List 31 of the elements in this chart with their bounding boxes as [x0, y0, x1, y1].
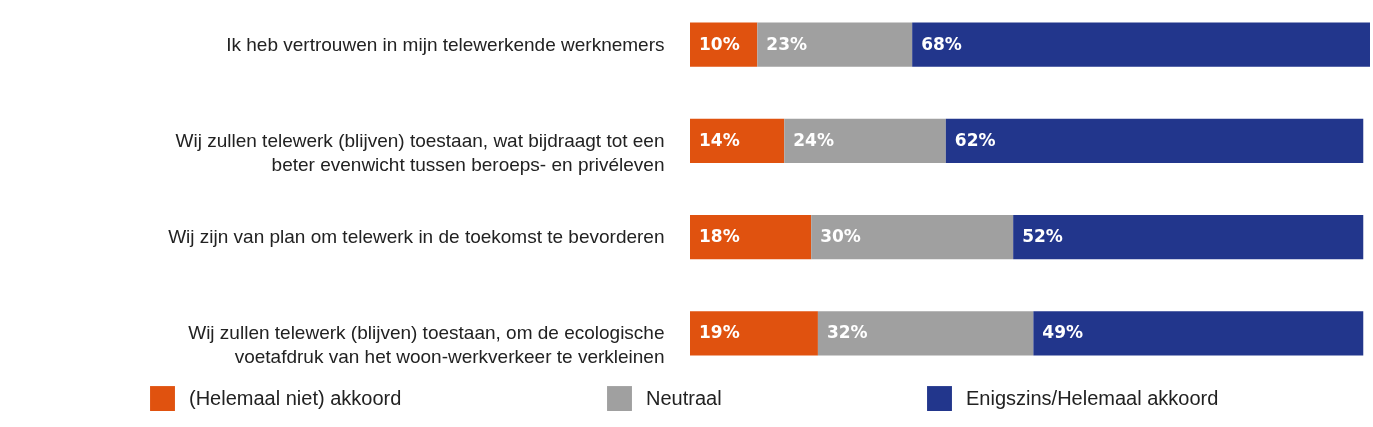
- bar: [757, 22, 913, 67]
- y-tick-label: Ik heb vertrouwen in mijn telewerkende werknemers: [226, 33, 665, 55]
- data-label: 52%: [1022, 226, 1063, 247]
- data-label: 32%: [826, 322, 868, 343]
- bar: [690, 311, 818, 356]
- y-tick-label: Wij zijn van plan om telewerk in de toekomst te bevorderen: [168, 226, 665, 248]
- bar: [690, 214, 812, 260]
- data-label: 24%: [793, 129, 834, 150]
- data-label: 30%: [820, 226, 861, 247]
- bar: [811, 214, 1014, 260]
- bar: [784, 118, 946, 164]
- data-label: 68%: [921, 33, 962, 54]
- data-label: 10%: [699, 33, 740, 54]
- bar: [912, 22, 1370, 67]
- y-tick-label: Wij zullen telewerk (blijven) toestaan, om de ecologische voetafdruk van het woon-werkverkeer te verkleinen: [188, 322, 665, 368]
- bar: [945, 118, 1364, 164]
- legend-label: (Helemaal niet) akkoord: [189, 386, 402, 409]
- data-label: 62%: [954, 129, 996, 150]
- data-label: 23%: [766, 33, 808, 54]
- bar: [690, 118, 785, 164]
- legend-label: Neutraal: [646, 386, 722, 409]
- legend-label: Enigszins/Helemaal akkoord: [966, 386, 1219, 409]
- data-label: 18%: [699, 226, 740, 247]
- data-label: 49%: [1042, 322, 1084, 343]
- bar: [817, 311, 1034, 356]
- y-tick-label: Wij zullen telewerk (blijven) toestaan, wat bijdraagt tot een beter evenwicht tussen beroeps- en privéleven: [175, 129, 665, 175]
- bar: [1033, 311, 1364, 356]
- data-label: 14%: [699, 129, 740, 150]
- bar: [1013, 214, 1364, 260]
- data-label: 19%: [699, 322, 740, 343]
- bar: [690, 22, 758, 67]
